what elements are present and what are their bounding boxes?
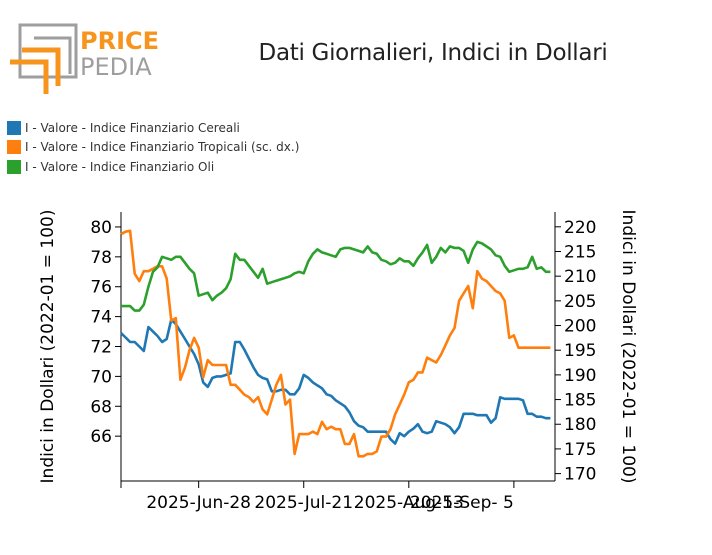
y-tick-label-left: 74 <box>90 308 112 328</box>
logo-text-price: PRICE <box>80 27 159 55</box>
logo-text-pedia: PEDIA <box>80 53 152 81</box>
y-tick-label-left: 72 <box>90 338 112 358</box>
legend-item-tropicali: I - Valore - Indice Finanziario Tropical… <box>7 138 299 158</box>
y-tick-label-right: 195 <box>564 341 596 361</box>
chart-title: Dati Giornalieri, Indici in Dollari <box>258 40 608 66</box>
x-tick-label: 2025-Jul-21 <box>254 493 353 513</box>
y-tick-label-left: 70 <box>90 367 112 387</box>
y-axis-title-right: Indici in Dollari (2022-01 = 100) <box>618 210 638 484</box>
y-tick-label-left: 68 <box>90 397 112 417</box>
series-line-cereali <box>120 318 551 445</box>
legend: I - Valore - Indice Finanziario Cereali … <box>7 118 299 177</box>
legend-label: I - Valore - Indice Finanziario Cereali <box>25 120 240 135</box>
y-tick-label-right: 220 <box>564 218 596 238</box>
x-tick-label: 2025-Aug-13 <box>354 493 464 513</box>
pricepedia-logo: PRICE PEDIA <box>8 22 168 94</box>
series-line-oli <box>121 240 551 312</box>
y-axis-title-left: Indici in Dollari (2022-01 = 100) <box>38 210 58 484</box>
logo-mark-icon: PRICE PEDIA <box>10 23 159 94</box>
y-tick-label-right: 175 <box>564 440 596 460</box>
legend-label: I - Valore - Indice Finanziario Oli <box>25 159 215 174</box>
legend-swatch <box>7 159 21 174</box>
y-tick-label-left: 76 <box>90 278 112 298</box>
y-tick-label-right: 190 <box>564 366 596 386</box>
y-tick-label-right: 200 <box>564 317 596 337</box>
y-tick-label-right: 180 <box>564 415 596 435</box>
y-tick-label-right: 170 <box>564 465 596 485</box>
x-tick-label: 2025-Jun-28 <box>146 493 251 513</box>
y-tick-label-right: 185 <box>564 391 596 411</box>
series-line-tropicali <box>120 229 551 458</box>
legend-label: I - Valore - Indice Finanziario Tropical… <box>25 140 300 155</box>
y-tick-label-right: 205 <box>564 292 596 312</box>
y-tick-label-right: 210 <box>564 267 596 287</box>
y-tick-label-right: 215 <box>564 242 596 262</box>
y-tick-label-left: 78 <box>90 248 112 268</box>
y-tick-label-left: 80 <box>90 218 112 238</box>
legend-swatch <box>7 140 21 155</box>
y-tick-label-left: 66 <box>90 427 112 447</box>
legend-item-cereali: I - Valore - Indice Finanziario Cereali <box>7 118 299 138</box>
legend-swatch <box>7 120 21 135</box>
x-tick-label: 2025-Sep- 5 <box>410 493 514 513</box>
legend-item-oli: I - Valore - Indice Finanziario Oli <box>7 157 299 177</box>
